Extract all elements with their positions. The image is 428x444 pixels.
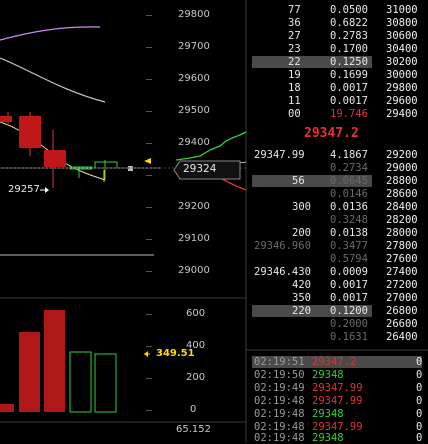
price-line-handle [128,166,133,171]
bid-row[interactable]: 200 0.0138 28000 [292,227,418,239]
bid-row[interactable]: 0.3248 28200 [330,214,418,226]
bid-row[interactable]: 0.2734 29000 [330,162,418,174]
current-price-tag: 29324 [183,163,217,175]
price-axis-tick: 29400 [178,137,210,148]
bid-row[interactable]: 0.0146 28600 [330,188,418,200]
ask-row[interactable]: 22 0.1250 30200 [252,56,428,68]
bottom-value: 65.152 [176,424,211,435]
candles [0,112,118,188]
volume-axis-tick: 0 [190,404,197,415]
trade-row[interactable]: 02:19:48 29348 0 [254,432,423,444]
bid-row[interactable]: 0.2000 26600 [330,318,418,330]
volume-bar [0,404,14,412]
volume-axis-tick: 600 [186,308,206,319]
bid-row[interactable]: 29346.960 0.3477 27800 [254,240,418,252]
ma-violet-line [0,26,101,41]
bid-row[interactable]: 29347.99 4.1867 29200 [254,149,418,161]
candle-bar [94,161,118,169]
volume-bar [44,310,65,412]
trade-row[interactable]: 02:19:48 29347.99 0 [254,395,423,407]
price-tag-box [173,160,241,180]
bid-row[interactable]: 300 0.0136 28400 [292,201,418,213]
volume-axis-tick: 200 [186,372,206,383]
volume-bars [0,310,117,413]
candle-bar [44,150,66,167]
price-axis-tick: 29600 [178,73,210,84]
bid-row[interactable]: 29346.430 0.0009 27400 [254,266,418,278]
price-axis-tick: 29000 [178,265,210,276]
price-axis-tick: 29500 [178,105,210,116]
candle-bar [0,116,12,122]
ma-grey-line [0,57,106,103]
price-axis-tick: 29100 [178,233,210,244]
candle-bar [19,116,41,148]
bid-row[interactable]: 420 0.0017 27200 [292,279,418,291]
volume-bar [94,353,117,413]
marker-price-label: 29257 [8,184,40,195]
price-axis-tick: 29200 [178,201,210,212]
bid-row[interactable]: 350 0.0017 27000 [292,292,418,304]
ask-row[interactable]: 27 0.2783 30600 [288,30,418,42]
price-axis-tick: 29700 [178,41,210,52]
bid-row[interactable]: 0.5794 27600 [330,253,418,265]
volume-bar [19,332,40,412]
ask-row[interactable]: 77 0.0500 31000 [288,4,418,16]
trade-row[interactable]: 02:19:49 29347.99 0 [254,382,423,394]
bid-row[interactable]: 220 0.1200 26800 [252,305,428,317]
trade-row[interactable]: 02:19:51 29347.2 0 [252,356,423,368]
ask-row[interactable]: 23 0.1700 30400 [288,43,418,55]
price-axis-tick: 29800 [178,9,210,20]
trade-row[interactable]: 02:19:48 29347.99 0 [254,421,423,433]
ask-row[interactable]: 00 19.746 29400 [288,108,418,120]
volume-value-tag: 349.51 [156,348,195,359]
volume-bar [69,351,92,413]
bid-row[interactable]: 56 0.0645 28800 [252,175,428,187]
bid-depth-line [175,131,247,161]
ask-row[interactable]: 36 0.6822 30800 [288,17,418,29]
volume-axis-tick: 400 [186,340,206,351]
last-price: 29347.2 [304,126,359,141]
trade-row[interactable]: 02:19:48 29348 0 [254,408,423,420]
trade-row[interactable]: 02:19:50 29348 0 [254,369,423,381]
ask-row[interactable]: 19 0.1699 30000 [288,69,418,81]
bid-row[interactable]: 0.1631 26400 [330,331,418,343]
ask-row[interactable]: 11 0.0017 29600 [288,95,418,107]
price-marker-arrow [144,158,151,164]
ask-row[interactable]: 18 0.0017 29800 [288,82,418,94]
